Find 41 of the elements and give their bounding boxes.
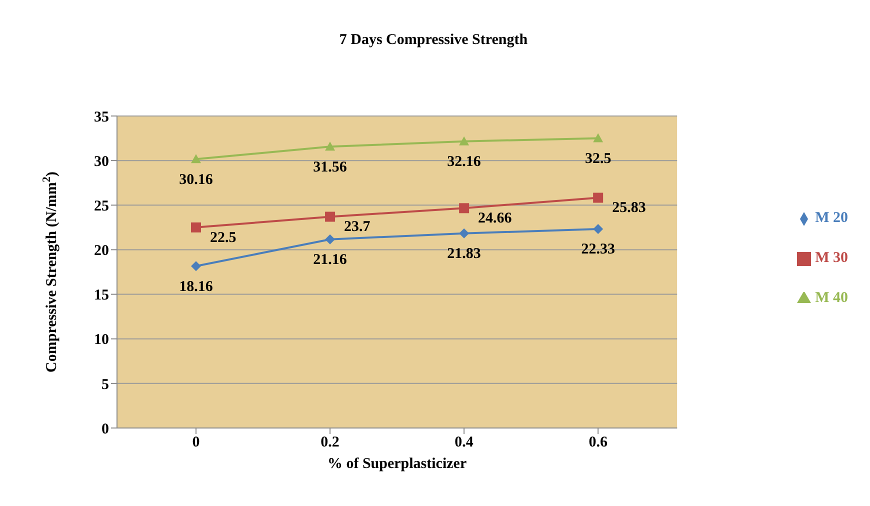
- x-axis-title: % of Superplasticizer: [327, 456, 467, 472]
- data-label: 21.83: [447, 246, 481, 262]
- point: [191, 222, 201, 232]
- legend-label: M 20: [815, 210, 848, 226]
- data-label: 30.16: [179, 172, 214, 188]
- y-tick-label: 25: [94, 198, 109, 214]
- x-tick-label: 0.2: [320, 434, 340, 451]
- y-tick-label: 15: [94, 288, 109, 304]
- point: [325, 234, 336, 244]
- point: [593, 192, 604, 203]
- data-label: 22.5: [210, 230, 236, 246]
- y-tick-label: 5: [102, 376, 109, 393]
- y-tick-label: 35: [94, 109, 109, 126]
- data-label: 24.66: [478, 210, 512, 226]
- data-label: 32.5: [584, 150, 612, 167]
- x-tick-label: 0.6: [588, 434, 608, 451]
- data-label: 22.33: [581, 242, 615, 258]
- point: [325, 212, 336, 222]
- point: [325, 142, 336, 151]
- chart-title: 7 Days Compressive Strength: [338, 32, 529, 49]
- point: [593, 133, 604, 142]
- x-tick-label: 0: [192, 434, 200, 451]
- point: [459, 228, 470, 238]
- y-tick-label: 30: [94, 154, 109, 170]
- data-label: 21.16: [313, 252, 348, 268]
- x-tick-label: 0.4: [454, 434, 474, 451]
- point: [593, 224, 604, 234]
- data-label: 32.16: [447, 154, 482, 170]
- data-label: 23.7: [344, 219, 371, 236]
- legend-label: M 40: [815, 290, 848, 306]
- data-label: 25.83: [612, 200, 646, 216]
- y-tick-label: 0: [102, 421, 109, 438]
- y-tick-label: 10: [94, 332, 109, 348]
- point: [191, 261, 201, 272]
- data-label: 31.56: [313, 159, 348, 176]
- point: [191, 154, 201, 164]
- point: [459, 136, 470, 146]
- data-label: 18.16: [179, 278, 214, 295]
- y-tick-label: 20: [94, 243, 109, 260]
- legend-label: M 30: [815, 250, 848, 266]
- point: [459, 203, 470, 214]
